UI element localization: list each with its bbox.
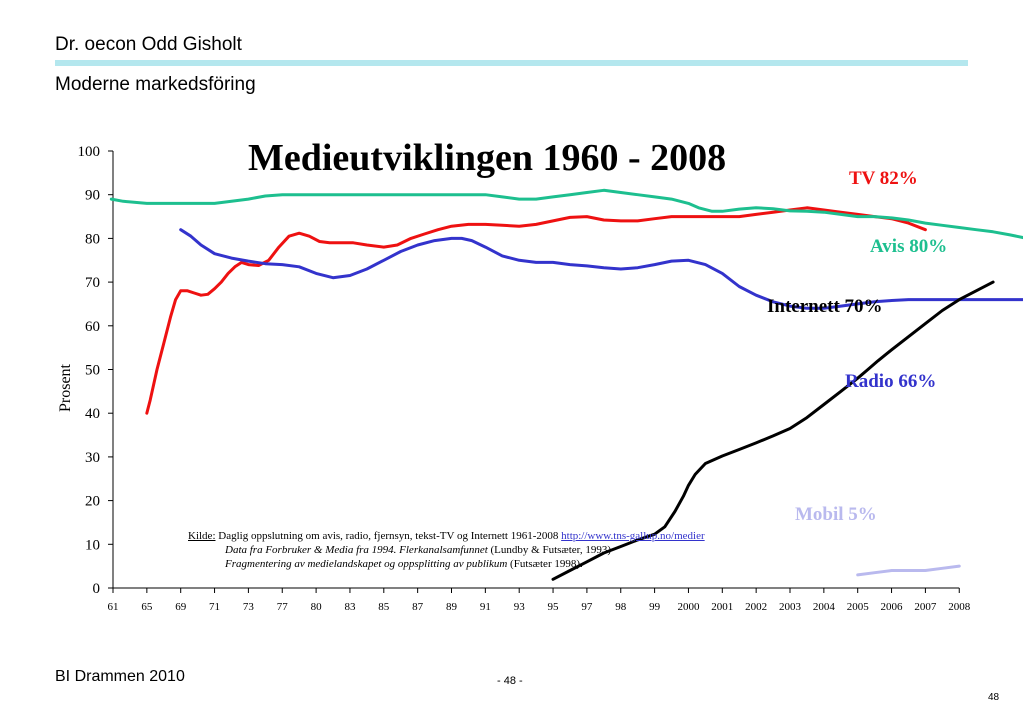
series-line-internett xyxy=(551,280,995,581)
x-tick-label: 71 xyxy=(209,601,220,613)
x-tick-label: 2006 xyxy=(881,601,904,613)
x-tick-label: 2002 xyxy=(745,601,767,613)
x-tick-label: 69 xyxy=(175,601,187,613)
x-tick-label: 2000 xyxy=(677,601,700,613)
x-tick-label: 95 xyxy=(548,601,560,613)
x-tick-label: 61 xyxy=(108,601,119,613)
source-line-3: Fragmentering av medielandskapet og opps… xyxy=(188,557,705,571)
source-line-2-italic: Data fra Forbruker & Media fra 1994. Fle… xyxy=(225,544,488,556)
y-tick-label: 20 xyxy=(85,494,100,510)
source-kilde-label: Kilde: xyxy=(188,530,216,542)
x-tick-label: 77 xyxy=(277,601,289,613)
series-label-mobil: Mobil 5% xyxy=(795,504,877,525)
source-line-2-rest: (Lundby & Futsæter, 1993) xyxy=(487,544,612,556)
source-line-3-italic: Fragmentering av medielandskapet og opps… xyxy=(225,558,508,570)
source-line-1-text: Daglig oppslutning om avis, radio, fjern… xyxy=(218,530,559,542)
y-tick-label: 30 xyxy=(85,450,100,466)
header-divider xyxy=(55,60,968,66)
x-tick-label: 2007 xyxy=(914,601,937,613)
x-tick-label: 2008 xyxy=(948,601,971,613)
series-label-tv: TV 82% xyxy=(849,168,918,189)
x-tick-label: 2001 xyxy=(711,601,733,613)
x-tick-label: 2005 xyxy=(847,601,870,613)
series-label-radio: Radio 66% xyxy=(845,371,937,392)
y-tick-label: 80 xyxy=(85,231,100,247)
source-line-3-rest: (Futsæter 1998). xyxy=(507,558,583,570)
chart-title: Medieutviklingen 1960 - 2008 xyxy=(248,137,727,179)
footer-organization: BI Drammen 2010 xyxy=(55,668,185,685)
x-tick-label: 89 xyxy=(446,601,458,613)
x-tick-label: 93 xyxy=(514,601,526,613)
x-tick-label: 91 xyxy=(480,601,491,613)
x-tick-label: 65 xyxy=(141,601,153,613)
x-tick-label: 99 xyxy=(649,601,661,613)
source-line-1: Kilde: Daglig oppslutning om avis, radio… xyxy=(188,529,705,543)
source-note: Kilde: Daglig oppslutning om avis, radio… xyxy=(188,529,705,571)
series-line-mobil xyxy=(856,564,961,577)
series-line-radio xyxy=(179,228,1023,310)
y-tick-label: 100 xyxy=(78,144,101,160)
x-tick-label: 2004 xyxy=(813,601,836,613)
x-tick-label: 85 xyxy=(378,601,390,613)
y-tick-label: 90 xyxy=(85,188,100,204)
x-tick-label: 73 xyxy=(243,601,255,613)
y-axis-label: Prosent xyxy=(57,363,74,412)
series-line-tv xyxy=(145,206,927,415)
y-tick-label: 40 xyxy=(85,406,100,422)
y-tick-label: 10 xyxy=(85,537,100,553)
slide-subtitle: Moderne markedsföring xyxy=(55,74,256,95)
y-tick-label: 70 xyxy=(85,275,100,291)
y-tick-label: 0 xyxy=(93,581,101,597)
source-link[interactable]: http://www.tns-gallup.no/medier xyxy=(561,530,705,542)
series-line-avis xyxy=(109,188,1023,240)
x-tick-label: 80 xyxy=(311,601,323,613)
x-tick-label: 83 xyxy=(344,601,356,613)
series-label-avis: Avis 80% xyxy=(870,236,948,257)
x-tick-label: 97 xyxy=(581,601,593,613)
x-tick-label: 98 xyxy=(615,601,627,613)
y-tick-label: 60 xyxy=(85,319,100,335)
series-label-internett: Internett 70% xyxy=(767,296,883,317)
footer-page-number: 48 xyxy=(988,692,1000,703)
presenter-name: Dr. oecon Odd Gisholt xyxy=(55,34,242,55)
x-tick-label: 87 xyxy=(412,601,424,613)
y-tick-label: 50 xyxy=(85,363,100,379)
source-line-2: Data fra Forbruker & Media fra 1994. Fle… xyxy=(188,543,705,557)
x-tick-label: 2003 xyxy=(779,601,802,613)
footer-page-center: - 48 - xyxy=(497,675,523,687)
